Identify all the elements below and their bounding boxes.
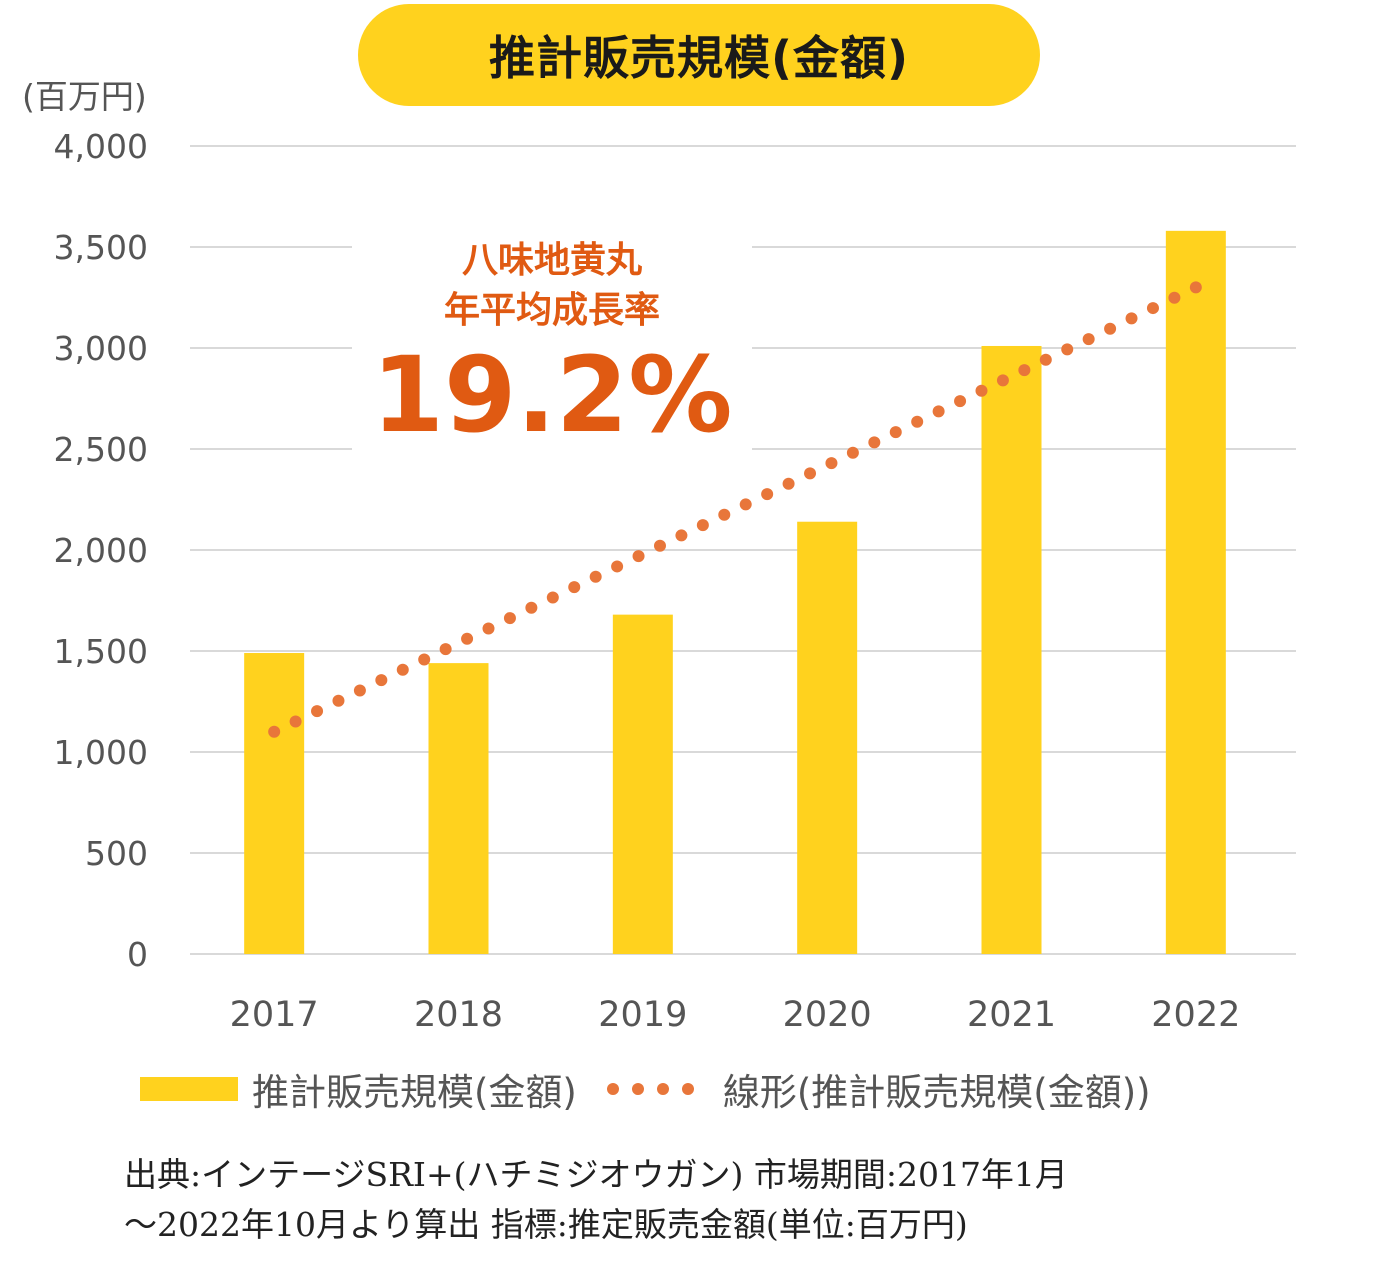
trendline-dot bbox=[332, 694, 345, 707]
chart-title: 推計販売規模(金額) bbox=[488, 31, 910, 85]
trendline-dot bbox=[1125, 312, 1138, 325]
source-line-2: 〜2022年10月より算出 指標:推定販売金額(単位:百万円) bbox=[124, 1205, 968, 1244]
trendline-dot bbox=[589, 570, 602, 583]
x-tick-label: 2018 bbox=[414, 995, 503, 1035]
trendline-dot bbox=[739, 498, 752, 511]
bar bbox=[981, 345, 1042, 955]
trendline-dot bbox=[568, 581, 581, 594]
trendline-dot bbox=[825, 457, 838, 470]
legend-trend-swatch bbox=[606, 1083, 707, 1095]
legend-trend-label: 線形(推計販売規模(金額)) bbox=[722, 1071, 1151, 1114]
bar bbox=[797, 521, 858, 954]
bar bbox=[612, 614, 673, 954]
bar bbox=[428, 663, 489, 954]
trendline-dot bbox=[375, 674, 388, 687]
trendline-dot bbox=[353, 684, 366, 697]
trendline-dot bbox=[1039, 353, 1052, 366]
bar bbox=[1165, 230, 1226, 955]
x-tick-label: 2017 bbox=[230, 995, 319, 1035]
trendline-dot bbox=[889, 426, 902, 439]
y-tick-label: 3,000 bbox=[54, 329, 148, 368]
trendline-dot bbox=[396, 663, 409, 676]
y-tick-label: 0 bbox=[127, 935, 148, 974]
trendline-dot bbox=[461, 632, 474, 645]
trendline-dot bbox=[1104, 322, 1117, 335]
legend-bar-label: 推計販売規模(金額) bbox=[252, 1071, 577, 1114]
title-banner: 推計販売規模(金額) bbox=[358, 4, 1040, 106]
trendline-dot bbox=[525, 601, 538, 614]
x-tick-label: 2020 bbox=[783, 995, 872, 1035]
trendline-dot bbox=[675, 529, 688, 542]
trendline-dot bbox=[1082, 333, 1095, 346]
cagr-label: 年平均成長率 bbox=[443, 290, 660, 331]
trendline-dot bbox=[996, 374, 1009, 387]
trendline-dot bbox=[546, 591, 559, 604]
y-tick-label: 3,500 bbox=[54, 228, 148, 267]
cagr-product-name: 八味地黄丸 bbox=[461, 240, 642, 281]
trendline-dot bbox=[1146, 302, 1159, 315]
y-tick-label: 2,500 bbox=[54, 430, 148, 469]
y-tick-label: 1,000 bbox=[54, 733, 148, 772]
trendline-dot bbox=[1018, 364, 1031, 377]
bar bbox=[244, 653, 305, 954]
y-tick-label: 500 bbox=[85, 834, 148, 873]
trendline-dot bbox=[718, 508, 731, 521]
trendline-dot bbox=[911, 415, 924, 428]
trendline-dot bbox=[611, 560, 624, 573]
source-line-1: 出典:インテージSRI+(ハチミジオウガン) 市場期間:2017年1月 bbox=[124, 1155, 1068, 1194]
trendline-dot bbox=[418, 653, 431, 666]
trendline-dot bbox=[1189, 281, 1202, 294]
y-tick-label: 1,500 bbox=[54, 632, 148, 671]
x-tick-label: 2022 bbox=[1151, 995, 1240, 1035]
trendline-dot bbox=[954, 395, 967, 408]
y-axis-unit-label: (百万円) bbox=[22, 77, 147, 116]
trendline-dot bbox=[696, 519, 709, 532]
x-tick-label: 2021 bbox=[967, 995, 1056, 1035]
x-tick-label: 2019 bbox=[598, 995, 687, 1035]
trendline-dot bbox=[503, 612, 516, 625]
legend: 推計販売規模(金額) 線形(推計販売規模(金額)) bbox=[140, 1062, 1151, 1116]
y-tick-label: 4,000 bbox=[54, 127, 148, 166]
trendline-dot bbox=[439, 643, 452, 656]
trendline-dot bbox=[846, 446, 859, 459]
trendline-dot bbox=[311, 705, 324, 718]
trendline-dot bbox=[975, 384, 988, 397]
trendline-dot bbox=[1168, 291, 1181, 304]
trendline-dot bbox=[1061, 343, 1074, 356]
y-tick-label: 2,000 bbox=[54, 531, 148, 570]
trendline-dot bbox=[782, 477, 795, 490]
trendline-dot bbox=[804, 467, 817, 480]
legend-bar-swatch bbox=[140, 1077, 238, 1101]
trendline-dot bbox=[289, 715, 302, 728]
trendline-dot bbox=[868, 436, 881, 449]
trendline-dot bbox=[761, 488, 774, 501]
trendline-dot bbox=[653, 539, 666, 552]
trendline-dot bbox=[268, 725, 281, 738]
trendline-dot bbox=[932, 405, 945, 418]
cagr-annotation: 八味地黄丸 年平均成長率 19.2% bbox=[352, 236, 752, 450]
cagr-value: 19.2% bbox=[371, 334, 733, 456]
source-note: 出典:インテージSRI+(ハチミジオウガン) 市場期間:2017年1月 〜202… bbox=[124, 1150, 1068, 1250]
trendline-dot bbox=[632, 550, 645, 563]
trendline-dot bbox=[482, 622, 495, 635]
